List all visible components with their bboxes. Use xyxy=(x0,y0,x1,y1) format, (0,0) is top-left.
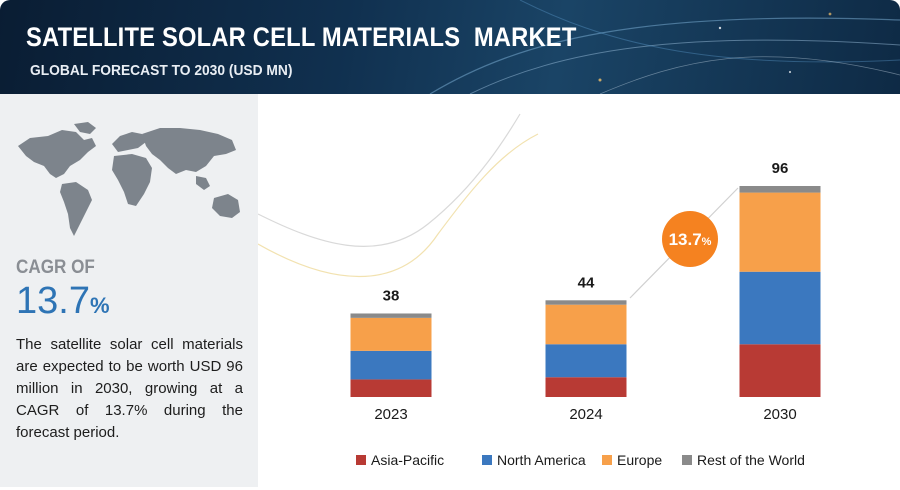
total-label-2024: 44 xyxy=(578,274,595,291)
legend-swatch xyxy=(682,455,692,465)
legend-label: Europe xyxy=(617,452,662,468)
bar-2030-europe xyxy=(739,192,821,272)
total-label-2023: 38 xyxy=(383,287,400,304)
bar-2023-rest-of-the-world xyxy=(350,313,432,318)
legend-item-north-america: North America xyxy=(482,452,586,468)
description-text: The satellite solar cell materials are e… xyxy=(16,336,243,441)
x-tick-2030: 2030 xyxy=(763,406,796,423)
total-label-2030: 96 xyxy=(772,160,789,177)
bar-2024-asia-pacific xyxy=(545,377,627,397)
cagr-badge-unit: % xyxy=(702,236,712,248)
x-tick-2024: 2024 xyxy=(569,406,602,423)
cagr-number: 13.7 xyxy=(16,280,90,322)
cagr-badge-text: 13.7% xyxy=(669,230,712,249)
cagr-value: 13.7% xyxy=(16,280,110,323)
cagr-badge-number: 13.7 xyxy=(669,230,702,249)
x-axis-labels: 2023 2024 2030 xyxy=(374,406,796,423)
bar-2023-europe xyxy=(350,317,432,351)
bar-2024-rest-of-the-world xyxy=(545,300,627,305)
left-panel: CAGR OF 13.7% The satellite solar cell m… xyxy=(0,94,258,487)
x-tick-2023: 2023 xyxy=(374,406,407,423)
page-subtitle: GLOBAL FORECAST TO 2030 (USD MN) xyxy=(30,62,293,79)
legend-item-asia-pacific: Asia-Pacific xyxy=(356,452,444,468)
stacked-bar-chart: 38 44 96 2023 2024 2030 13.7% Asia-Pacific No… xyxy=(258,113,821,468)
legend-swatch xyxy=(602,455,612,465)
bar-2030-rest-of-the-world xyxy=(739,186,821,193)
legend-item-rest-of-the-world: Rest of the World xyxy=(682,452,805,468)
page-title: SATELLITE SOLAR CELL MATERIALS MARKET xyxy=(26,22,577,52)
legend-label: Asia-Pacific xyxy=(371,452,444,468)
header-decoration xyxy=(429,0,900,94)
cagr-badge: 13.7% xyxy=(662,211,718,267)
legend-label: North America xyxy=(497,452,586,468)
legend-swatch xyxy=(482,455,492,465)
legend-item-europe: Europe xyxy=(602,452,662,468)
bar-2030-north-america xyxy=(739,271,821,345)
legend-label: Rest of the World xyxy=(697,452,805,468)
bar-2023-north-america xyxy=(350,350,432,380)
legend-swatch xyxy=(356,455,366,465)
legend: Asia-Pacific North America Europe Rest of t… xyxy=(356,452,805,468)
cagr-badge-circle xyxy=(662,211,718,267)
totals-group: 38 44 96 xyxy=(383,160,789,304)
header-banner: SATELLITE SOLAR CELL MATERIALS MARKET GL… xyxy=(0,0,900,94)
cagr-unit: % xyxy=(89,293,110,318)
decorative-swooshes xyxy=(258,113,539,277)
cagr-label: CAGR OF xyxy=(16,257,95,278)
world-map-icon xyxy=(18,122,240,236)
bars-group xyxy=(350,186,821,397)
bar-2030-asia-pacific xyxy=(739,344,821,397)
bar-2024-north-america xyxy=(545,344,627,378)
bar-2023-asia-pacific xyxy=(350,379,432,397)
bar-2024-europe xyxy=(545,304,627,345)
